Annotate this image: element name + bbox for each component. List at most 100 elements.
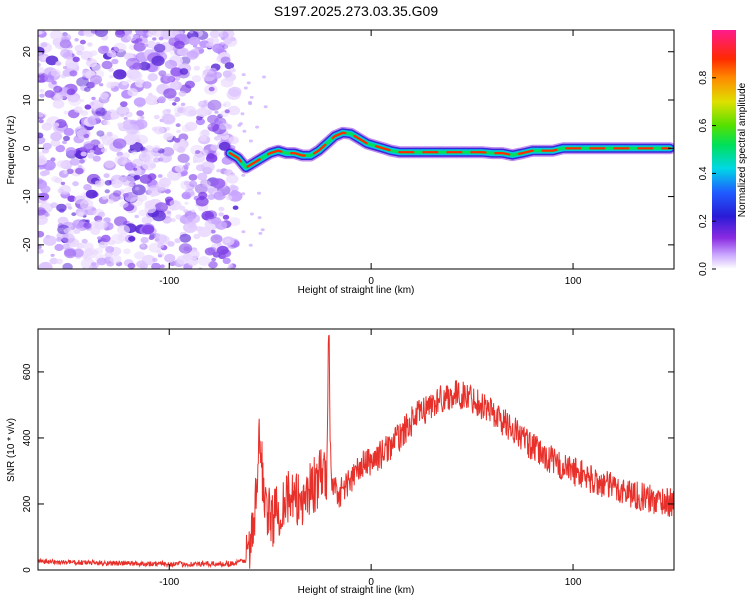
noise-blob [38, 214, 48, 225]
noise-blob [103, 120, 110, 126]
noise-blob [140, 244, 146, 248]
noise-blob [62, 140, 67, 145]
noise-blob [133, 167, 138, 171]
noise-blob [38, 248, 44, 254]
noise-blob [240, 112, 245, 116]
noise-blob [218, 212, 224, 217]
noise-blob [248, 139, 253, 143]
noise-blob [139, 262, 148, 269]
noise-blob [111, 179, 123, 189]
noise-blob [44, 90, 55, 98]
noise-blob [80, 258, 95, 269]
spectrogram-ridge [223, 126, 674, 174]
noise-blob [160, 264, 165, 269]
noise-blob [133, 34, 140, 39]
spectrogram-y-axis: -20 -10 0 10 20 [22, 46, 674, 252]
noise-blob [42, 142, 52, 150]
noise-blob [90, 99, 104, 110]
noise-blob [50, 253, 55, 257]
noise-blob [257, 216, 262, 220]
noise-blob [179, 205, 186, 211]
noise-blob [145, 95, 159, 106]
noise-blob [152, 145, 161, 152]
snr-panel: -100 0 100 0 200 400 600 Height of straight l… [6, 328, 675, 596]
noise-blob [101, 45, 109, 52]
noise-blob [75, 167, 84, 175]
noise-blob [76, 77, 89, 87]
noise-blob [176, 146, 186, 153]
noise-blob [195, 150, 201, 154]
noise-blob [108, 199, 115, 204]
noise-blob [101, 60, 113, 70]
noise-blob [59, 93, 67, 100]
noise-blob [170, 67, 183, 77]
noise-blob [111, 58, 119, 65]
noise-blob [38, 30, 43, 35]
noise-blob [49, 257, 59, 265]
noise-blob [157, 254, 163, 258]
noise-blob [125, 57, 140, 69]
colorbar: 0.0 0.2 0.4 0.6 0.8 Normalized spectral ampl… [698, 30, 748, 276]
noise-blob [49, 30, 63, 40]
noise-blob [43, 235, 57, 246]
noise-blob [241, 192, 246, 196]
noise-blob [211, 257, 217, 262]
noise-blob [50, 202, 58, 209]
figure-title: S197.2025.273.03.35.G09 [274, 3, 438, 19]
noise-blob [94, 30, 108, 37]
noise-blob [62, 243, 70, 250]
noise-blob [117, 224, 130, 235]
noise-blob [246, 81, 251, 85]
snr-xlabel: Height of straight line (km) [298, 585, 415, 596]
noise-blob [103, 173, 110, 179]
x-tick-label: 100 [565, 577, 582, 588]
noise-blob [74, 38, 79, 42]
noise-blob [62, 66, 68, 70]
noise-blob [79, 146, 87, 152]
noise-blob [241, 73, 246, 77]
noise-blob [207, 114, 219, 124]
noise-blob [219, 123, 229, 130]
y-tick-label: 200 [22, 495, 33, 512]
noise-blob [164, 59, 178, 70]
colorbar-gradient [712, 30, 736, 269]
noise-blob [139, 174, 153, 184]
noise-blob [77, 211, 84, 217]
noise-blob [80, 99, 85, 103]
noise-blob [146, 40, 156, 49]
noise-blob [112, 190, 122, 197]
noise-blob [201, 180, 211, 188]
noise-blob [98, 143, 104, 149]
noise-blob [61, 233, 75, 244]
noise-blob [177, 47, 189, 57]
noise-blob [135, 30, 149, 36]
noise-blob [142, 159, 156, 171]
noise-blob [151, 55, 165, 66]
noise-blob [50, 131, 63, 142]
noise-blob [122, 81, 128, 86]
noise-blob [153, 157, 161, 163]
noise-blob [227, 105, 241, 116]
noise-blob [224, 62, 235, 70]
noise-blob [217, 113, 224, 119]
noise-blob [55, 258, 63, 265]
noise-blob [138, 209, 148, 217]
noise-blob [38, 230, 45, 238]
noise-blob [80, 110, 89, 116]
noise-blob [222, 214, 230, 220]
noise-blob [241, 230, 246, 234]
noise-blob [241, 173, 246, 177]
noise-blob [74, 126, 88, 137]
noise-blob [202, 149, 209, 155]
spectrogram-xlabel: Height of straight line (km) [298, 285, 415, 296]
noise-blob [159, 153, 172, 163]
noise-blob [157, 174, 163, 178]
noise-blob [86, 81, 96, 89]
noise-blob [179, 56, 191, 65]
noise-blob [100, 147, 108, 153]
noise-blob [109, 254, 122, 264]
spectrogram-x-axis: -100 0 100 [159, 30, 582, 287]
noise-blob [50, 69, 61, 77]
noise-blob [104, 180, 113, 186]
